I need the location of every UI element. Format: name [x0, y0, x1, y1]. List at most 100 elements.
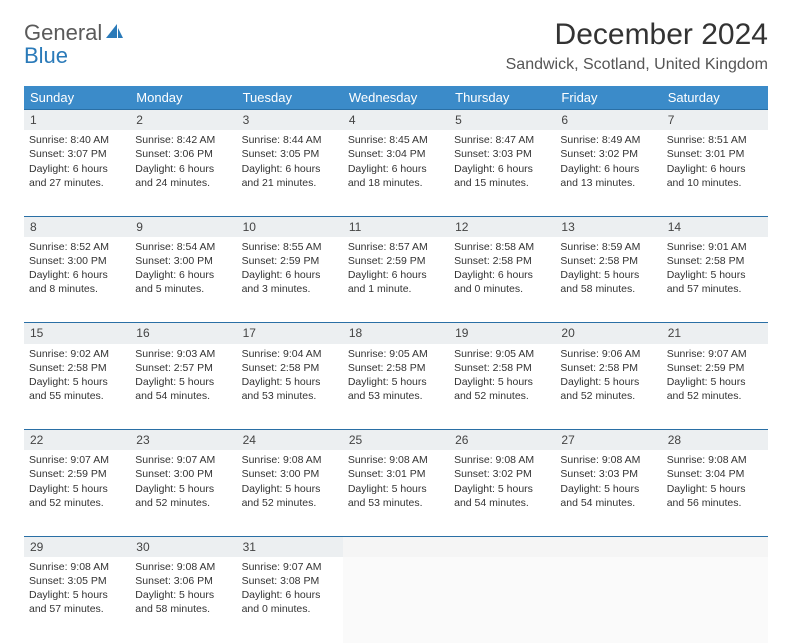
day-cell: Sunrise: 8:58 AM Sunset: 2:58 PM Dayligh…: [449, 237, 555, 323]
weekday-header: Friday: [555, 86, 661, 110]
day-cell: Sunrise: 9:08 AM Sunset: 3:04 PM Dayligh…: [662, 450, 768, 536]
day-details: Sunrise: 9:02 AM Sunset: 2:58 PM Dayligh…: [29, 348, 109, 403]
daynum-row: 22232425262728: [24, 430, 768, 451]
day-number: 8: [24, 216, 130, 237]
day-number: 7: [662, 110, 768, 131]
day-cell: Sunrise: 8:44 AM Sunset: 3:05 PM Dayligh…: [237, 130, 343, 216]
day-number: 20: [555, 323, 661, 344]
weekday-header: Sunday: [24, 86, 130, 110]
day-number: 16: [130, 323, 236, 344]
day-number: 11: [343, 216, 449, 237]
day-cell: Sunrise: 9:07 AM Sunset: 3:00 PM Dayligh…: [130, 450, 236, 536]
day-number: 24: [237, 430, 343, 451]
day-cell: Sunrise: 9:04 AM Sunset: 2:58 PM Dayligh…: [237, 344, 343, 430]
logo-text-b: Blue: [24, 43, 68, 68]
day-details: Sunrise: 9:08 AM Sunset: 3:00 PM Dayligh…: [242, 454, 322, 509]
day-cell: Sunrise: 9:05 AM Sunset: 2:58 PM Dayligh…: [449, 344, 555, 430]
day-cell: Sunrise: 9:05 AM Sunset: 2:58 PM Dayligh…: [343, 344, 449, 430]
day-cell: Sunrise: 9:02 AM Sunset: 2:58 PM Dayligh…: [24, 344, 130, 430]
day-details: Sunrise: 9:08 AM Sunset: 3:01 PM Dayligh…: [348, 454, 428, 509]
day-details: Sunrise: 9:05 AM Sunset: 2:58 PM Dayligh…: [454, 348, 534, 403]
day-details: Sunrise: 9:04 AM Sunset: 2:58 PM Dayligh…: [242, 348, 322, 403]
day-cell: Sunrise: 9:07 AM Sunset: 2:59 PM Dayligh…: [662, 344, 768, 430]
day-details: Sunrise: 8:55 AM Sunset: 2:59 PM Dayligh…: [242, 241, 322, 296]
day-details: Sunrise: 8:59 AM Sunset: 2:58 PM Dayligh…: [560, 241, 640, 296]
day-cell: Sunrise: 8:49 AM Sunset: 3:02 PM Dayligh…: [555, 130, 661, 216]
day-details: Sunrise: 9:08 AM Sunset: 3:03 PM Dayligh…: [560, 454, 640, 509]
day-number: [555, 536, 661, 557]
daynum-row: 15161718192021: [24, 323, 768, 344]
weekday-header: Tuesday: [237, 86, 343, 110]
day-number: 9: [130, 216, 236, 237]
day-number: 3: [237, 110, 343, 131]
day-number: 14: [662, 216, 768, 237]
day-details: Sunrise: 9:07 AM Sunset: 3:08 PM Dayligh…: [242, 561, 322, 616]
day-details: Sunrise: 8:54 AM Sunset: 3:00 PM Dayligh…: [135, 241, 215, 296]
day-cell: Sunrise: 8:59 AM Sunset: 2:58 PM Dayligh…: [555, 237, 661, 323]
logo-text-a: General: [24, 20, 102, 45]
day-details: Sunrise: 8:45 AM Sunset: 3:04 PM Dayligh…: [348, 134, 428, 189]
day-details: Sunrise: 8:51 AM Sunset: 3:01 PM Dayligh…: [667, 134, 747, 189]
weekday-header: Saturday: [662, 86, 768, 110]
day-details: Sunrise: 9:08 AM Sunset: 3:04 PM Dayligh…: [667, 454, 747, 509]
day-cell: Sunrise: 9:08 AM Sunset: 3:01 PM Dayligh…: [343, 450, 449, 536]
day-content-row: Sunrise: 9:07 AM Sunset: 2:59 PM Dayligh…: [24, 450, 768, 536]
day-details: Sunrise: 8:58 AM Sunset: 2:58 PM Dayligh…: [454, 241, 534, 296]
day-details: Sunrise: 9:06 AM Sunset: 2:58 PM Dayligh…: [560, 348, 640, 403]
day-cell: Sunrise: 8:54 AM Sunset: 3:00 PM Dayligh…: [130, 237, 236, 323]
day-content-row: Sunrise: 9:02 AM Sunset: 2:58 PM Dayligh…: [24, 344, 768, 430]
day-details: Sunrise: 8:57 AM Sunset: 2:59 PM Dayligh…: [348, 241, 428, 296]
day-content-row: Sunrise: 8:52 AM Sunset: 3:00 PM Dayligh…: [24, 237, 768, 323]
day-number: 31: [237, 536, 343, 557]
day-number: 5: [449, 110, 555, 131]
day-cell: Sunrise: 9:08 AM Sunset: 3:03 PM Dayligh…: [555, 450, 661, 536]
day-number: 10: [237, 216, 343, 237]
weekday-header: Thursday: [449, 86, 555, 110]
day-cell: Sunrise: 8:42 AM Sunset: 3:06 PM Dayligh…: [130, 130, 236, 216]
day-number: 27: [555, 430, 661, 451]
day-details: Sunrise: 8:52 AM Sunset: 3:00 PM Dayligh…: [29, 241, 109, 296]
day-details: Sunrise: 9:03 AM Sunset: 2:57 PM Dayligh…: [135, 348, 215, 403]
day-details: Sunrise: 8:44 AM Sunset: 3:05 PM Dayligh…: [242, 134, 322, 189]
day-cell: Sunrise: 9:06 AM Sunset: 2:58 PM Dayligh…: [555, 344, 661, 430]
day-number: 18: [343, 323, 449, 344]
day-cell: Sunrise: 8:52 AM Sunset: 3:00 PM Dayligh…: [24, 237, 130, 323]
day-number: 6: [555, 110, 661, 131]
day-details: Sunrise: 8:42 AM Sunset: 3:06 PM Dayligh…: [135, 134, 215, 189]
day-details: Sunrise: 8:47 AM Sunset: 3:03 PM Dayligh…: [454, 134, 534, 189]
day-number: 17: [237, 323, 343, 344]
day-cell: Sunrise: 9:08 AM Sunset: 3:00 PM Dayligh…: [237, 450, 343, 536]
day-cell: Sunrise: 9:07 AM Sunset: 2:59 PM Dayligh…: [24, 450, 130, 536]
day-cell: Sunrise: 9:03 AM Sunset: 2:57 PM Dayligh…: [130, 344, 236, 430]
day-cell: Sunrise: 8:51 AM Sunset: 3:01 PM Dayligh…: [662, 130, 768, 216]
day-number: 29: [24, 536, 130, 557]
day-number: 2: [130, 110, 236, 131]
day-details: Sunrise: 9:05 AM Sunset: 2:58 PM Dayligh…: [348, 348, 428, 403]
day-number: 13: [555, 216, 661, 237]
weekday-header-row: Sunday Monday Tuesday Wednesday Thursday…: [24, 86, 768, 110]
day-number: 22: [24, 430, 130, 451]
day-number: [449, 536, 555, 557]
day-number: 21: [662, 323, 768, 344]
day-number: 30: [130, 536, 236, 557]
logo-sail-icon: [104, 22, 124, 45]
day-number: 28: [662, 430, 768, 451]
weekday-header: Wednesday: [343, 86, 449, 110]
day-cell: Sunrise: 8:57 AM Sunset: 2:59 PM Dayligh…: [343, 237, 449, 323]
weekday-header: Monday: [130, 86, 236, 110]
calendar-table: Sunday Monday Tuesday Wednesday Thursday…: [24, 86, 768, 643]
day-number: 19: [449, 323, 555, 344]
daynum-row: 1234567: [24, 110, 768, 131]
day-cell: [449, 557, 555, 643]
day-number: [662, 536, 768, 557]
logo: General Blue: [24, 22, 124, 68]
day-details: Sunrise: 9:01 AM Sunset: 2:58 PM Dayligh…: [667, 241, 747, 296]
day-cell: Sunrise: 8:55 AM Sunset: 2:59 PM Dayligh…: [237, 237, 343, 323]
day-cell: Sunrise: 9:08 AM Sunset: 3:06 PM Dayligh…: [130, 557, 236, 643]
day-details: Sunrise: 9:07 AM Sunset: 3:00 PM Dayligh…: [135, 454, 215, 509]
day-cell: Sunrise: 8:45 AM Sunset: 3:04 PM Dayligh…: [343, 130, 449, 216]
day-number: 4: [343, 110, 449, 131]
day-details: Sunrise: 9:07 AM Sunset: 2:59 PM Dayligh…: [29, 454, 109, 509]
day-details: Sunrise: 9:08 AM Sunset: 3:06 PM Dayligh…: [135, 561, 215, 616]
daynum-row: 293031: [24, 536, 768, 557]
